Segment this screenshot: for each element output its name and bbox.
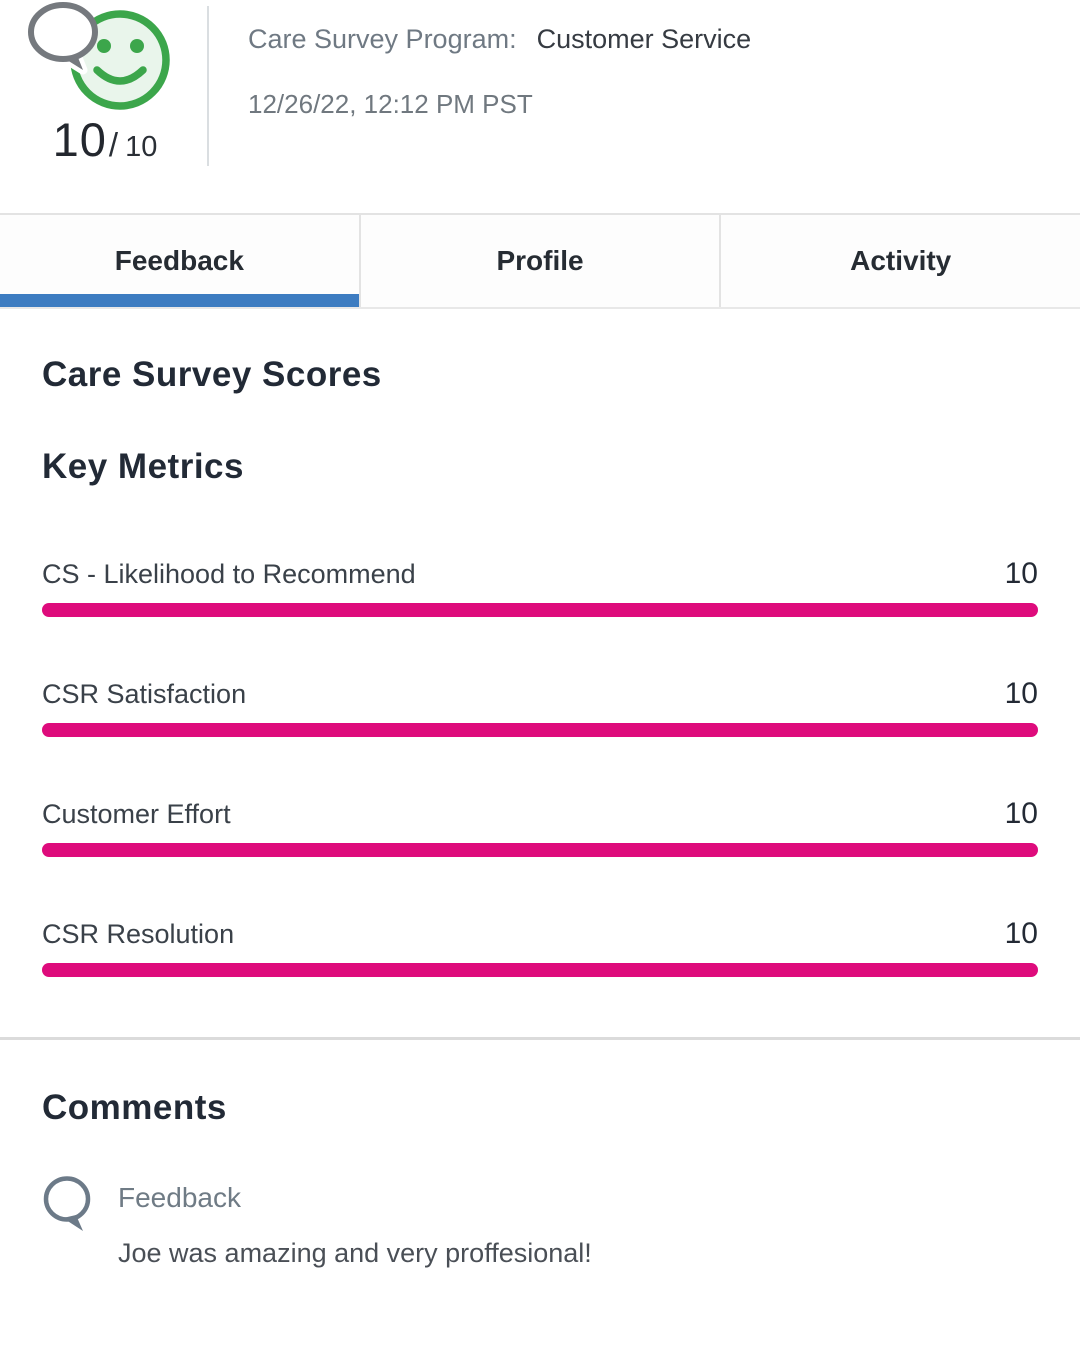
metric-score-bar-fill xyxy=(42,603,1038,617)
metric-header: CS - Likelihood to Recommend 10 xyxy=(42,557,1038,591)
active-tab-indicator xyxy=(0,294,359,307)
metric-header: CSR Resolution 10 xyxy=(42,917,1038,951)
scores-section-title: Care Survey Scores xyxy=(42,355,382,394)
metric-header: Customer Effort 10 xyxy=(42,797,1038,831)
metric-row: Customer Effort 10 xyxy=(42,797,1038,857)
tab-profile-label: Profile xyxy=(496,245,584,276)
tab-activity-label: Activity xyxy=(850,245,952,276)
header-vertical-divider xyxy=(207,6,209,166)
survey-timestamp: 12/26/22, 12:12 PM PST xyxy=(248,89,533,119)
survey-header: 10/10 Care Survey Program: Customer Servi… xyxy=(0,0,1080,213)
metric-row: CS - Likelihood to Recommend 10 xyxy=(42,557,1038,617)
score-max: 10 xyxy=(125,131,158,163)
metric-value: 10 xyxy=(1004,677,1038,710)
metric-label: CSR Resolution xyxy=(42,919,235,949)
score-separator: / xyxy=(108,126,119,163)
tab-profile[interactable]: Profile xyxy=(358,215,720,307)
comments-title: Comments xyxy=(42,1088,227,1127)
metric-score-bar xyxy=(42,603,1038,617)
program-line: Care Survey Program: Customer Service xyxy=(248,24,751,55)
tab-activity[interactable]: Activity xyxy=(719,215,1080,307)
section-divider xyxy=(0,1037,1080,1040)
metric-score-bar-fill xyxy=(42,723,1038,737)
key-metrics-title: Key Metrics xyxy=(42,447,244,486)
metric-score-bar-fill xyxy=(42,843,1038,857)
survey-score-block: 10/10 xyxy=(25,2,185,167)
comment-type-label: Feedback xyxy=(118,1182,241,1213)
metric-score-bar xyxy=(42,843,1038,857)
care-survey-detail-page: 10/10 Care Survey Program: Customer Servi… xyxy=(0,0,1080,1269)
metric-score-bar xyxy=(42,963,1038,977)
metric-label: CS - Likelihood to Recommend xyxy=(42,559,416,589)
metric-value: 10 xyxy=(1004,917,1038,950)
comments-list: Feedback Joe was amazing and very proffes… xyxy=(42,1174,1038,1269)
comment-item: Feedback Joe was amazing and very proffes… xyxy=(42,1174,1038,1269)
survey-info: Care Survey Program: Customer Service 12/… xyxy=(248,24,751,120)
program-value: Customer Service xyxy=(536,24,752,54)
speech-bubble-icon xyxy=(43,1176,91,1231)
survey-score: 10/10 xyxy=(25,112,185,167)
tab-bar: Feedback Profile Activity xyxy=(0,213,1080,309)
comments-section: Comments Feedback Joe was amazing and ver… xyxy=(0,1088,1080,1269)
tab-feedback[interactable]: Feedback xyxy=(0,215,359,307)
metric-score-bar-fill xyxy=(42,963,1038,977)
metrics-list: CS - Likelihood to Recommend 10 CSR Satisf… xyxy=(42,557,1038,977)
tab-feedback-label: Feedback xyxy=(114,245,244,276)
smiley-feedback-icon xyxy=(28,2,170,110)
metric-header: CSR Satisfaction 10 xyxy=(42,677,1038,711)
metric-label: Customer Effort xyxy=(42,799,231,829)
comment-text: Joe was amazing and very proffesional! xyxy=(118,1238,592,1268)
metric-row: CSR Satisfaction 10 xyxy=(42,677,1038,737)
metric-row: CSR Resolution 10 xyxy=(42,917,1038,977)
program-label: Care Survey Program: xyxy=(248,24,517,54)
comment-body: Feedback Joe was amazing and very proffes… xyxy=(118,1174,592,1269)
score-value: 10 xyxy=(52,113,107,166)
feedback-tab-content: Care Survey Scores Key Metrics CS - Like… xyxy=(0,355,1080,977)
metric-score-bar xyxy=(42,723,1038,737)
metric-value: 10 xyxy=(1004,797,1038,830)
metric-label: CSR Satisfaction xyxy=(42,679,247,709)
metric-value: 10 xyxy=(1004,557,1038,590)
